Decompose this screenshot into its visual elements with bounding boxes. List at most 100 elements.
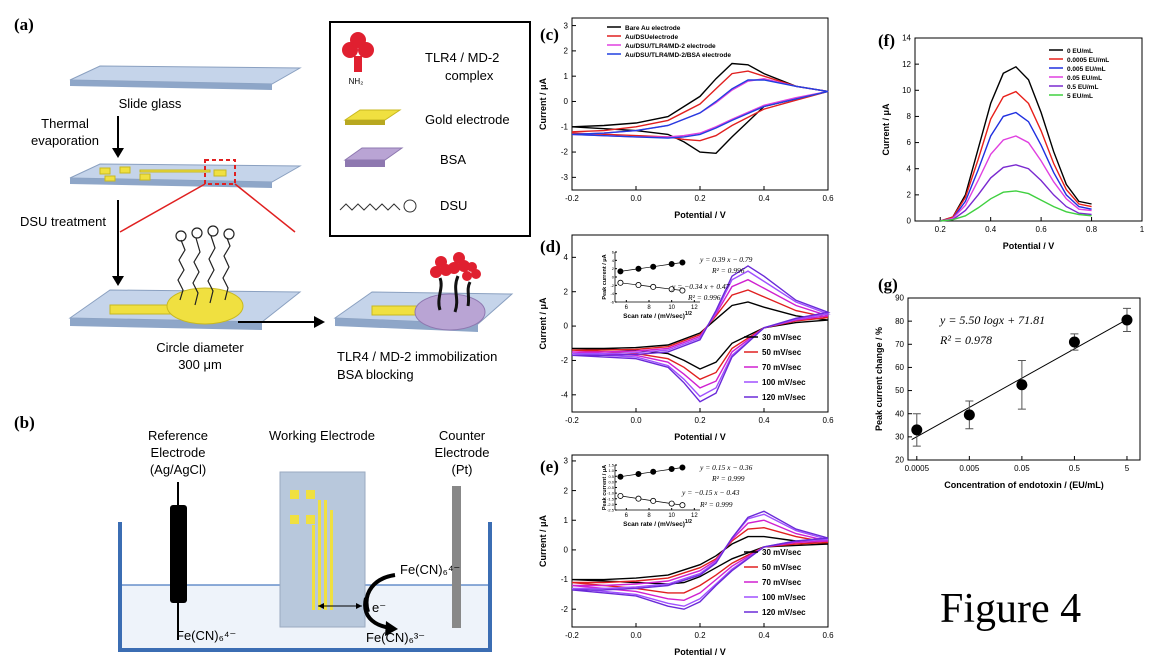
inset-y-tick-label: 6 — [612, 250, 615, 255]
legend-label: 0.05 EU/mL — [1067, 75, 1102, 82]
result-label: TLR4 / MD-2 immobilization — [337, 349, 497, 364]
inset-x-tick-label: 8 — [647, 305, 651, 311]
inset-x-label: Scan rate / (mV/sec)1/2 — [623, 311, 692, 320]
y-tick-label: -1 — [561, 575, 569, 584]
series-line — [571, 289, 829, 381]
y-tick-label: -4 — [561, 390, 569, 399]
x-tick-label: 0.6 — [1036, 225, 1048, 234]
legend-label: Bare Au electrode — [625, 25, 681, 32]
x-axis-label: Concentration of endotoxin / (EU/mL) — [944, 480, 1104, 490]
data-point — [1016, 379, 1028, 391]
inset-point — [679, 259, 686, 266]
electrode-label: Electrode — [435, 445, 490, 460]
y-axis-label: Current / μA — [538, 77, 548, 130]
inset-point — [650, 263, 657, 270]
inset-y-tick-label: -2 — [610, 283, 614, 288]
y-tick-label: 60 — [895, 363, 904, 372]
legend-text: complex — [445, 68, 494, 83]
panel-label: (g) — [878, 275, 898, 294]
gold-pads — [99, 166, 227, 182]
inset-point — [635, 495, 642, 502]
series-line — [571, 510, 829, 610]
legend-label: 30 mV/sec — [762, 548, 802, 557]
inset-equation: R² = 0.996 — [711, 266, 745, 275]
data-point — [963, 409, 975, 421]
inset-x-tick-label: 8 — [647, 513, 651, 519]
legend-label: 5 EU/mL — [1067, 93, 1093, 100]
x-tick-label: 0.4 — [758, 194, 770, 203]
inset-point — [617, 473, 624, 480]
y-tick-label: -2 — [561, 605, 569, 614]
inset-point — [668, 500, 675, 507]
inset-equation: y = 0.39 x − 0.79 — [699, 255, 753, 264]
gold-strip — [371, 305, 423, 316]
y-tick-label: 12 — [902, 60, 911, 69]
dsu-icon — [339, 203, 401, 211]
inset-y-tick-label: -4 — [610, 291, 614, 296]
x-tick-label: 0.8 — [1086, 225, 1098, 234]
y-tick-label: -2 — [561, 148, 569, 157]
x-tick-label: 0.5 — [1069, 464, 1081, 473]
inset-equation: y = −0.34 x + 0.47 — [671, 282, 730, 291]
gold-icon — [345, 120, 385, 125]
x-tick-label: 5 — [1125, 464, 1130, 473]
series-line — [571, 270, 831, 398]
step-label: DSU treatment — [20, 214, 106, 229]
y-tick-label: 6 — [907, 138, 912, 147]
series-line — [940, 135, 1092, 222]
y-tick-label: 30 — [895, 433, 904, 442]
dsu-icon — [403, 199, 417, 213]
x-axis-label: Potential / V — [674, 432, 726, 442]
inset-x-tick-label: 12 — [691, 513, 698, 519]
data-point — [1121, 314, 1133, 326]
inset-point — [668, 261, 675, 268]
tlr4-complexes — [430, 252, 481, 313]
y-tick-label: 2 — [564, 47, 569, 56]
inset-x-label-text: Scan rate / (mV/sec) — [623, 521, 685, 528]
arrow-head — [314, 316, 325, 328]
inset-equation: R² = 0.999 — [699, 500, 733, 509]
legend-label: 50 mV/sec — [762, 563, 802, 572]
series-line — [939, 90, 1092, 222]
y-tick-label: 3 — [564, 457, 569, 466]
legend-label: 120 mV/sec — [762, 393, 806, 402]
y-tick-label: 90 — [895, 294, 904, 303]
y-tick-label: 0 — [907, 217, 912, 226]
dsu-chains — [175, 225, 235, 306]
nh2-label: NH₂ — [349, 77, 364, 86]
inset-equation: R² = 0.996 — [687, 293, 721, 302]
series-line — [571, 62, 829, 155]
y-tick-label: -1 — [561, 122, 569, 131]
inset-point — [650, 468, 657, 475]
inset-x-tick-label: 12 — [691, 305, 698, 311]
y-tick-label: 2 — [564, 287, 569, 296]
series-line — [571, 519, 829, 602]
zoom-line — [119, 183, 206, 233]
species-label: Fe(CN)₆⁴⁻ — [176, 628, 236, 643]
counter-electrode — [452, 486, 461, 628]
series-line — [939, 65, 1092, 222]
data-point — [1068, 336, 1080, 348]
x-tick-label: -0.2 — [565, 631, 579, 640]
x-tick-label: 1 — [1140, 225, 1145, 234]
inset-y-tick-label: -2.5 — [607, 508, 615, 513]
x-tick-label: 0.6 — [822, 631, 834, 640]
y-tick-label: 0 — [564, 97, 569, 106]
panel-label: (f) — [878, 31, 895, 50]
annotation: y = 5.50 logx + 71.81 — [939, 313, 1045, 327]
inset-y-tick-label: 2 — [612, 266, 615, 271]
legend-label: Au/DSU/TLR4/MD-2 electrode — [625, 43, 716, 50]
inset-y-tick-label: 0.0 — [608, 479, 614, 484]
series-line — [571, 79, 829, 139]
x-axis-label: Potential / V — [1003, 241, 1055, 251]
arrow-head — [385, 621, 398, 636]
x-tick-label: 0.0 — [630, 631, 642, 640]
inset-point — [635, 265, 642, 272]
slide-glass — [69, 65, 302, 85]
arrow-head — [112, 148, 124, 158]
x-tick-label: 0.2 — [694, 416, 706, 425]
bsa-icon — [343, 147, 404, 161]
y-axis-label: Current / μA — [881, 103, 891, 156]
reference-electrode — [170, 505, 187, 603]
zoom-line — [234, 183, 296, 233]
